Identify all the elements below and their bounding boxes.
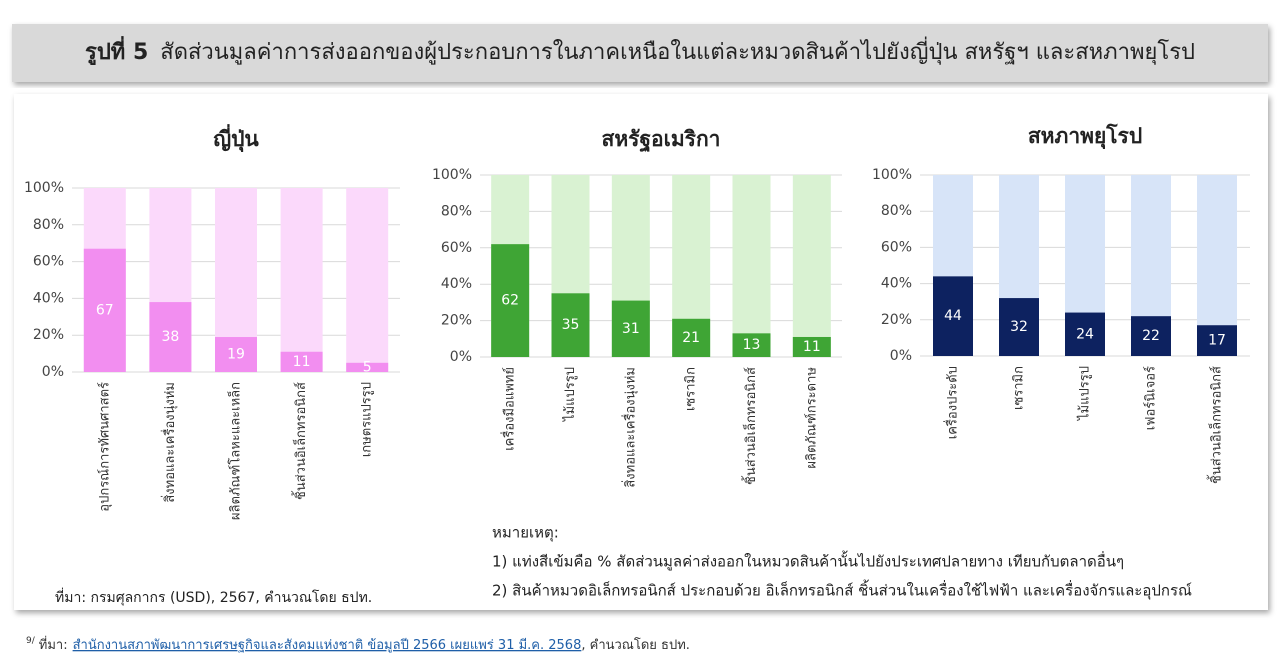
footnote-link[interactable]: สำนักงานสภาพัฒนาการเศรษฐกิจและสังคมแห่งช…	[73, 637, 582, 653]
value-label: 13	[743, 337, 761, 353]
note: 1) แท่งสีเข้มคือ % สัดส่วนมูลค่าส่งออกใน…	[492, 551, 1124, 571]
header: รูปที่ 5 สัดส่วนมูลค่าการส่งออกของผู้ประก…	[85, 35, 1195, 66]
x-tick-label: สิ่งทอและเครื่องนุ่งห่ม	[621, 367, 638, 488]
value-label: 67	[96, 302, 114, 318]
x-tick-label: เฟอร์นิเจอร์	[1143, 366, 1159, 430]
x-tick-label: เกษตรแปรรูป	[360, 382, 375, 457]
y-tick-label: 60%	[33, 254, 64, 270]
x-tick-label: ชิ้นส่วนอิเล็กทรอนิกส์	[1207, 366, 1225, 484]
chart-title: สหภาพยุโรป	[1028, 123, 1142, 150]
notes-heading: หมายเหตุ:	[492, 524, 559, 543]
x-tick-label: ผลิตภัณฑ์กระดาษ	[803, 367, 819, 469]
bar	[215, 337, 257, 372]
value-label: 62	[501, 293, 519, 309]
footnote-prefix: ที่มา:	[39, 636, 68, 653]
y-tick-label: 40%	[881, 276, 912, 292]
x-tick-label: เครื่องประดับ	[944, 366, 961, 439]
x-tick-label: เซรามิก	[1012, 366, 1027, 410]
bar	[149, 302, 192, 372]
x-tick-label: ชิ้นส่วนอิเล็กทรอนิกส์	[291, 382, 309, 500]
y-tick-label: 100%	[872, 167, 912, 183]
bar	[346, 362, 389, 372]
header-bar	[12, 24, 1268, 82]
value-label: 5	[363, 359, 372, 375]
value-label: 32	[1010, 319, 1028, 335]
x-tick-label: ไม้แปรรูป	[562, 367, 578, 422]
y-tick-label: 0%	[890, 348, 912, 364]
chart-title: ญี่ปุ่น	[213, 123, 259, 153]
x-tick-label: เครื่องมือแพทย์	[501, 367, 518, 451]
bar	[1131, 316, 1171, 356]
bar	[1197, 325, 1237, 356]
y-tick-label: 80%	[441, 203, 472, 219]
x-tick-label: ไม้แปรรูป	[1077, 366, 1093, 421]
value-label: 44	[944, 308, 962, 324]
note: 2) สินค้าหมวดอิเล็กทรอนิกส์ ประกอบด้วย อ…	[492, 580, 1192, 601]
bar	[792, 336, 831, 357]
bar	[732, 333, 771, 357]
value-label: 35	[562, 317, 580, 333]
x-tick-label: เซรามิก	[684, 367, 699, 411]
figure-label: รูปที่ 5	[85, 35, 148, 66]
value-label: 31	[622, 321, 640, 337]
bar	[933, 276, 973, 356]
bar-background	[732, 175, 771, 357]
footnote: 9/ที่มา: สำนักงานสภาพัฒนาการเศรษฐกิจและสั…	[26, 636, 690, 653]
y-tick-label: 20%	[441, 313, 472, 329]
value-label: 38	[161, 329, 179, 345]
y-tick-label: 20%	[881, 312, 912, 328]
value-label: 17	[1208, 333, 1226, 349]
bar	[1065, 312, 1105, 356]
y-tick-label: 60%	[441, 240, 472, 256]
bar	[280, 351, 323, 372]
y-tick-label: 40%	[33, 290, 64, 306]
bar-background	[280, 188, 323, 372]
y-tick-label: 20%	[33, 327, 64, 343]
bar	[611, 300, 650, 357]
y-tick-label: 60%	[881, 239, 912, 255]
footnote-marker: 9/	[26, 636, 36, 646]
y-tick-label: 0%	[450, 349, 472, 365]
bar	[551, 293, 590, 357]
x-tick-label: อุปกรณ์การทัศนศาสตร์	[96, 382, 112, 512]
x-tick-label: ผลิตภัณฑ์โลหะและเหล็ก	[226, 382, 244, 520]
bar	[83, 248, 126, 372]
bar	[999, 298, 1039, 356]
value-label: 11	[293, 354, 311, 370]
header-title: สัดส่วนมูลค่าการส่งออกของผู้ประกอบการในภ…	[160, 36, 1195, 65]
y-tick-label: 80%	[881, 203, 912, 219]
value-label: 24	[1076, 326, 1094, 342]
value-label: 11	[803, 339, 821, 355]
footnote-suffix: , คำนวณโดย ธปท.	[581, 637, 690, 653]
chart-title: สหรัฐอเมริกา	[602, 127, 721, 153]
y-tick-label: 100%	[24, 180, 64, 196]
bar	[491, 244, 530, 357]
bar-background	[792, 175, 831, 357]
y-tick-label: 100%	[432, 167, 472, 183]
bar	[672, 318, 711, 357]
value-label: 22	[1142, 328, 1160, 344]
x-tick-label: สิ่งทอและเครื่องนุ่งห่ม	[161, 382, 178, 503]
value-label: 19	[227, 347, 245, 363]
y-tick-label: 0%	[42, 364, 64, 380]
y-tick-label: 40%	[441, 276, 472, 292]
value-label: 21	[682, 330, 700, 346]
bar-background	[346, 188, 389, 372]
y-tick-label: 80%	[33, 217, 64, 233]
source: ที่มา: กรมศุลกากร (USD), 2567, คำนวณโดย …	[55, 588, 372, 606]
x-tick-label: ชิ้นส่วนอิเล็กทรอนิกส์	[741, 367, 759, 485]
